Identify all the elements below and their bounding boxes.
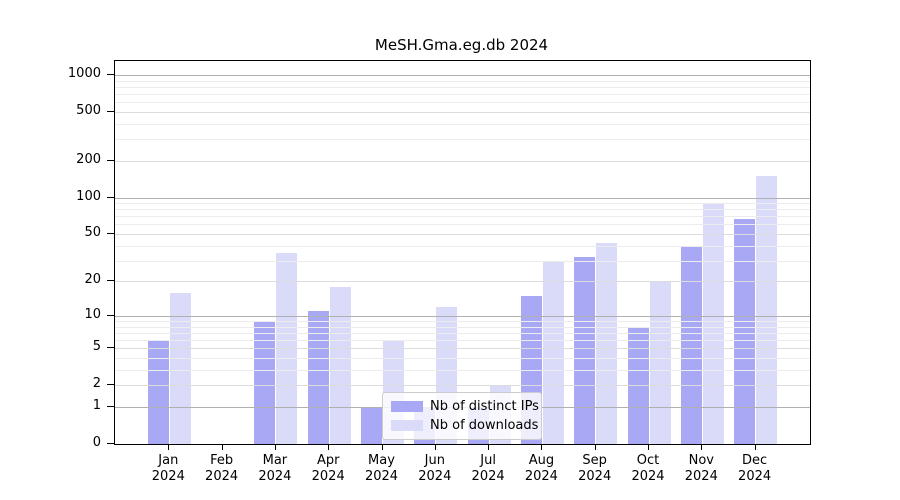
y-tick-label-20: 20	[84, 272, 101, 288]
legend-row-0: Nb of distinct IPs	[383, 399, 541, 414]
x-tick-mark-nov	[701, 444, 703, 450]
x-tick-label-apr: Apr 2024	[311, 453, 345, 484]
y-tick-label-100: 100	[76, 188, 101, 204]
minor-gridline-400	[115, 123, 810, 125]
x-tick-label-oct: Oct 2024	[631, 453, 665, 484]
y-tick-label-10: 10	[84, 306, 101, 322]
gridline-200	[115, 160, 810, 162]
gridline-20	[115, 281, 810, 283]
bar-downloads-apr	[329, 286, 351, 444]
x-tick-label-jun: Jun 2024	[418, 453, 452, 484]
y-tick-label-5: 5	[92, 339, 101, 355]
bar-ips-mar	[254, 321, 276, 444]
x-tick-label-feb: Feb 2024	[205, 453, 239, 484]
minor-gridline-800	[115, 86, 810, 88]
minor-gridline-8	[115, 326, 810, 328]
x-tick-mark-may	[381, 444, 383, 450]
x-tick-mark-jan	[168, 444, 170, 450]
y-tick-mark-1000	[107, 73, 114, 75]
gridline-50	[115, 234, 810, 235]
x-tick-mark-aug	[541, 444, 543, 450]
legend: Nb of distinct IPs Nb of downloads	[382, 392, 542, 440]
bar-downloads-nov	[702, 204, 724, 444]
gridline-1000	[115, 74, 810, 76]
y-tick-label-1000: 1000	[67, 65, 101, 81]
y-tick-mark-0	[107, 443, 114, 444]
chart-title: MeSH.Gma.eg.db 2024	[374, 36, 549, 54]
minor-gridline-3	[115, 369, 810, 371]
x-tick-label-jan: Jan 2024	[151, 453, 185, 484]
y-tick-mark-50	[107, 233, 114, 234]
bar-downloads-dec	[756, 176, 778, 444]
y-tick-mark-500	[107, 110, 114, 112]
minor-gridline-90	[115, 203, 810, 204]
x-tick-mark-jul	[488, 444, 490, 450]
bar-ips-jan	[147, 340, 169, 444]
minor-gridline-30	[115, 260, 810, 262]
minor-gridline-4	[115, 358, 810, 359]
bar-downloads-sep	[596, 243, 618, 444]
minor-gridline-9	[115, 321, 810, 322]
y-tick-mark-100	[107, 196, 114, 198]
y-tick-label-500: 500	[76, 102, 101, 118]
x-tick-mark-oct	[648, 444, 649, 450]
y-tick-mark-200	[107, 159, 114, 161]
legend-label: Nb of distinct IPs	[430, 399, 539, 414]
x-tick-mark-mar	[274, 444, 276, 450]
bar-downloads-jan	[169, 292, 191, 444]
legend-row-1: Nb of downloads	[383, 418, 541, 433]
minor-gridline-70	[115, 216, 810, 218]
gridline-10	[115, 315, 810, 317]
y-tick-mark-2	[107, 384, 114, 386]
legend-label: Nb of downloads	[430, 418, 539, 433]
x-tick-label-nov: Nov 2024	[684, 453, 718, 484]
y-tick-label-50: 50	[84, 225, 101, 240]
legend-swatch-1	[391, 420, 423, 431]
y-tick-label-1: 1	[92, 398, 101, 413]
minor-gridline-900	[115, 80, 810, 82]
x-tick-mark-jun	[434, 444, 436, 450]
x-tick-label-aug: Aug 2024	[524, 453, 558, 484]
minor-gridline-300	[115, 139, 810, 141]
x-tick-mark-apr	[328, 444, 330, 450]
minor-gridline-7	[115, 332, 810, 334]
x-tick-label-mar: Mar 2024	[258, 453, 292, 484]
y-tick-mark-10	[107, 314, 114, 316]
plot-area: Nb of distinct IPs Nb of downloads	[114, 60, 811, 445]
bar-ips-nov	[680, 246, 702, 444]
gridline-5	[115, 348, 810, 350]
bar-ips-may	[361, 407, 382, 444]
gridline-500	[115, 111, 810, 113]
y-tick-mark-20	[107, 280, 114, 282]
y-tick-label-200: 200	[76, 151, 101, 167]
bar-ips-dec	[734, 218, 756, 444]
gridline-100	[115, 197, 810, 199]
minor-gridline-40	[115, 245, 810, 247]
minor-gridline-600	[115, 102, 810, 104]
minor-gridline-60	[115, 224, 810, 226]
x-tick-mark-feb	[221, 444, 223, 450]
gridline-2	[115, 385, 810, 387]
x-tick-label-jul: Jul 2024	[471, 453, 505, 484]
x-tick-label-dec: Dec 2024	[738, 453, 772, 484]
legend-swatch-0	[391, 401, 423, 412]
y-tick-label-0: 0	[92, 435, 101, 450]
bar-downloads-oct	[649, 281, 671, 444]
bar-ips-apr	[307, 311, 329, 444]
x-tick-mark-sep	[594, 444, 596, 450]
x-tick-mark-dec	[754, 444, 756, 450]
minor-gridline-700	[115, 94, 810, 95]
y-tick-mark-1	[107, 406, 114, 407]
bar-downloads-aug	[542, 262, 564, 444]
x-tick-label-may: May 2024	[364, 453, 399, 484]
y-tick-label-2: 2	[92, 376, 101, 392]
x-tick-label-sep: Sep 2024	[578, 453, 612, 484]
minor-gridline-80	[115, 209, 810, 211]
bar-ips-sep	[574, 257, 596, 444]
y-tick-mark-5	[107, 347, 114, 349]
minor-gridline-6	[115, 340, 810, 342]
